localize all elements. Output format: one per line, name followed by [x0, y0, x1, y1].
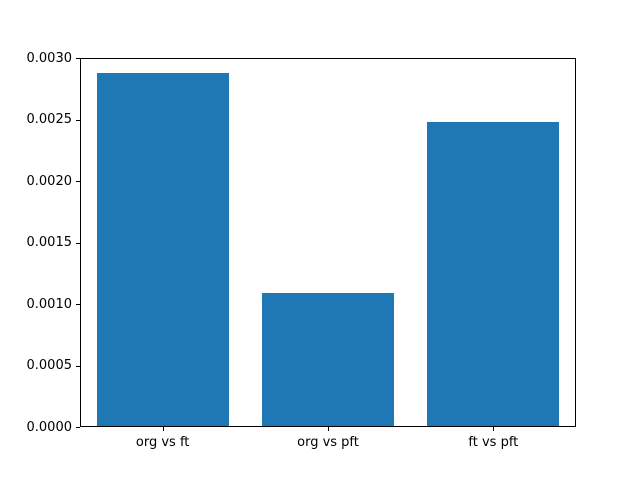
y-tick-label: 0.0000 [26, 419, 73, 435]
x-tick-mark [328, 427, 329, 431]
y-tick-label: 0.0030 [26, 50, 73, 66]
y-tick-mark [76, 242, 80, 244]
y-tick-label: 0.0010 [26, 296, 73, 312]
y-tick-mark [76, 365, 80, 367]
x-tick-label: org vs ft [135, 435, 190, 450]
x-tick-label: org vs pft [297, 435, 359, 450]
y-tick-mark [76, 427, 80, 428]
y-tick-label: 0.0025 [26, 112, 73, 127]
x-tick-mark [162, 427, 164, 431]
x-tick-mark [493, 427, 495, 431]
bar-org-vs-pft [261, 292, 395, 427]
y-tick-mark [76, 119, 80, 121]
y-tick-mark [76, 181, 80, 182]
y-tick-mark [76, 58, 80, 59]
bar-ft-vs-pft [427, 121, 560, 427]
y-tick-label: 0.0005 [26, 358, 73, 373]
x-tick-label: ft vs pft [468, 435, 519, 450]
y-tick-label: 0.0020 [26, 173, 73, 189]
y-tick-label: 0.0015 [26, 235, 73, 250]
bar-org-vs-ft [96, 72, 229, 427]
y-tick-mark [76, 304, 80, 305]
